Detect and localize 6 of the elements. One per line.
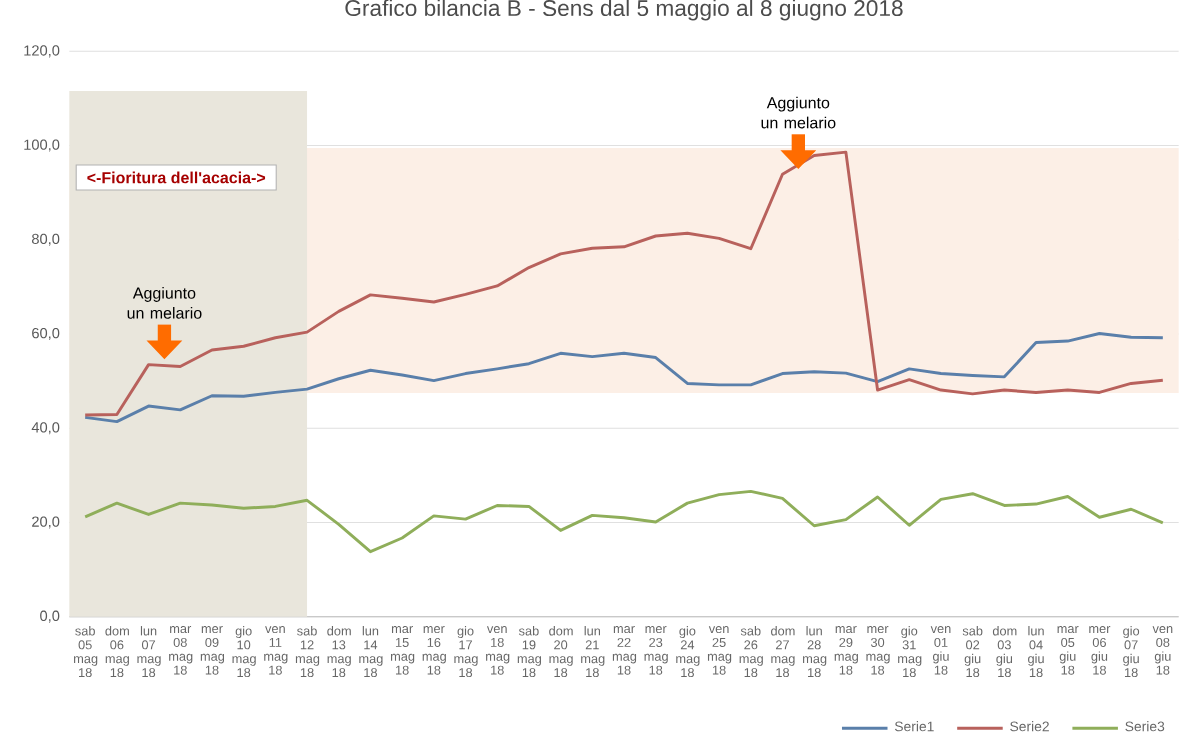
annotation: Aggiunto un melario bbox=[127, 286, 202, 319]
line-series bbox=[83, 489, 1165, 554]
chart-title: Grafico bilancia B - Sens dal 5 maggio al 8 giugno 2018 bbox=[345, 0, 903, 21]
annotation: Aggiunto un melario bbox=[761, 96, 836, 129]
line-series bbox=[83, 332, 1165, 424]
band-label: <-Fioritura dell'acacia-> bbox=[87, 171, 266, 184]
